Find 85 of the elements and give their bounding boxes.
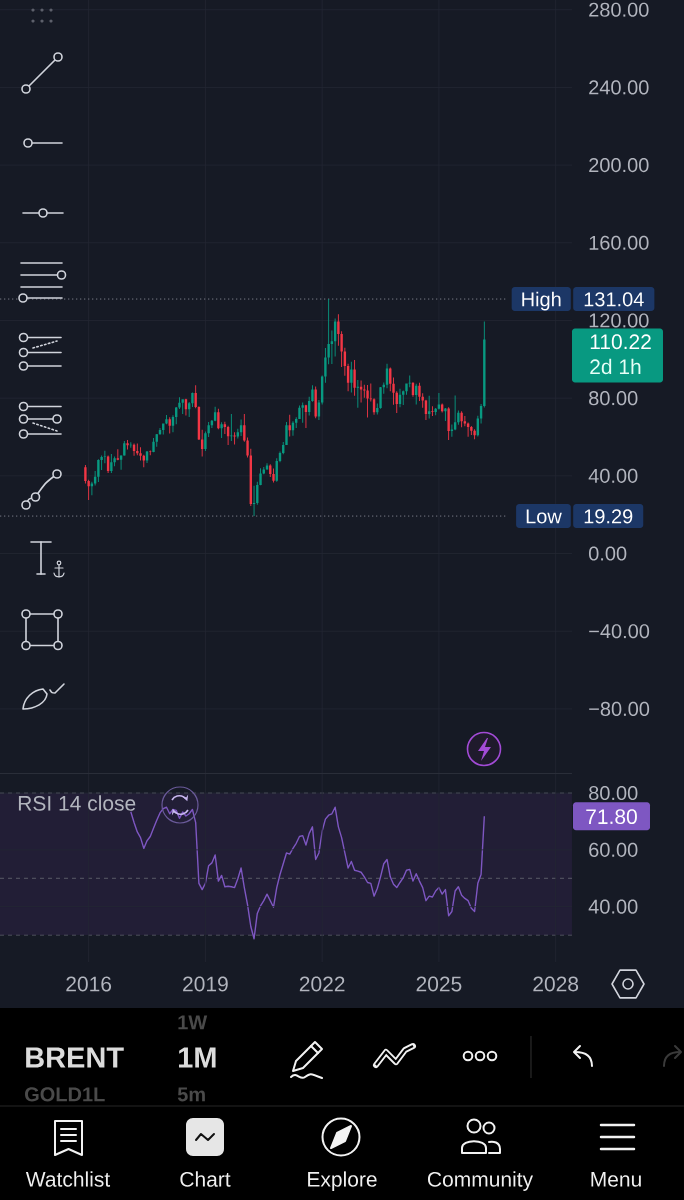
candlestick bbox=[431, 406, 434, 417]
candlestick bbox=[175, 406, 178, 425]
y-tick-label: −80.00 bbox=[589, 701, 650, 716]
y-tick-label: 240.00 bbox=[589, 80, 649, 95]
candlestick bbox=[116, 449, 120, 461]
x-tick-label: 2028 bbox=[533, 976, 579, 992]
candlestick bbox=[178, 397, 181, 410]
text: 110.22 bbox=[590, 334, 651, 350]
y-tick-label: 160.00 bbox=[589, 235, 649, 250]
candlestick bbox=[181, 399, 184, 415]
candlestick bbox=[353, 360, 356, 396]
candlestick bbox=[132, 443, 136, 456]
y-tick-label: 120.00 bbox=[589, 313, 649, 328]
candlestick bbox=[272, 468, 275, 483]
text: Watchlist bbox=[25, 1171, 111, 1187]
candlestick bbox=[356, 379, 360, 408]
candlestick bbox=[239, 419, 243, 437]
candlestick bbox=[366, 384, 369, 418]
candlestick bbox=[314, 386, 317, 419]
x-tick-label: 2016 bbox=[66, 976, 112, 992]
candlestick bbox=[223, 421, 227, 434]
x-tick-label: 2025 bbox=[416, 976, 462, 992]
candlestick bbox=[217, 408, 220, 430]
text: 19.29 bbox=[584, 509, 633, 524]
text: Community bbox=[427, 1171, 534, 1191]
candlestick bbox=[427, 395, 431, 419]
x-tick-label: 2022 bbox=[299, 976, 345, 992]
candlestick bbox=[447, 407, 450, 441]
candlestick bbox=[97, 459, 100, 483]
candlestick bbox=[129, 442, 133, 448]
text: 1W bbox=[178, 1015, 208, 1030]
candlestick bbox=[359, 380, 363, 403]
text: 5m bbox=[177, 1087, 205, 1102]
y-tick-label: 80.00 bbox=[589, 391, 638, 406]
candlestick bbox=[470, 425, 473, 436]
candlestick bbox=[152, 437, 155, 453]
candlestick bbox=[288, 414, 291, 437]
text: GOLD1L bbox=[25, 1087, 105, 1102]
candlestick bbox=[346, 363, 350, 392]
candlestick bbox=[473, 429, 476, 440]
candlestick bbox=[230, 413, 233, 441]
y-tick-label: 60.00 bbox=[589, 842, 638, 857]
candlestick bbox=[453, 395, 457, 431]
text: 131.04 bbox=[584, 292, 644, 307]
candlestick bbox=[119, 455, 123, 470]
candlestick bbox=[450, 424, 454, 437]
candlestick bbox=[126, 440, 129, 450]
candlestick bbox=[437, 393, 441, 410]
y-tick-label: 280.00 bbox=[589, 2, 649, 17]
candlestick bbox=[236, 428, 240, 439]
x-tick-label: 2019 bbox=[183, 976, 228, 992]
text: Chart bbox=[180, 1171, 231, 1187]
y-tick-label: 200.00 bbox=[589, 158, 649, 173]
candlestick bbox=[149, 450, 152, 456]
candlestick bbox=[460, 411, 463, 428]
candlestick bbox=[90, 481, 94, 496]
candlestick bbox=[304, 404, 308, 429]
text: RSI 14 close bbox=[18, 795, 136, 811]
candlestick bbox=[226, 425, 230, 445]
candlestick bbox=[262, 467, 265, 475]
text: Explore bbox=[308, 1171, 377, 1191]
text: BRENT bbox=[26, 1047, 124, 1068]
text: Menu bbox=[591, 1172, 641, 1187]
text: 71.80 bbox=[586, 809, 637, 825]
candlestick bbox=[123, 441, 126, 456]
candlestick bbox=[434, 407, 437, 416]
candlestick bbox=[233, 432, 236, 445]
candlestick bbox=[220, 422, 223, 438]
y-tick-label: 0.00 bbox=[588, 546, 627, 561]
candlestick bbox=[168, 417, 171, 434]
candlestick bbox=[301, 402, 304, 423]
candlestick bbox=[444, 407, 447, 421]
ref-line-label: Low bbox=[526, 509, 562, 524]
ref-line-label: High bbox=[522, 291, 561, 311]
text: 2d 1h bbox=[590, 358, 641, 375]
y-tick-label: −40.00 bbox=[589, 624, 650, 639]
y-tick-label: 40.00 bbox=[588, 899, 638, 914]
candlestick bbox=[466, 422, 470, 437]
candlestick bbox=[200, 429, 204, 457]
text: 1M bbox=[179, 1047, 216, 1068]
y-tick-label: 80.00 bbox=[589, 785, 638, 801]
y-tick-label: 40.00 bbox=[588, 468, 638, 483]
candlestick bbox=[252, 485, 256, 517]
candlestick bbox=[350, 361, 353, 393]
candlestick bbox=[110, 454, 113, 473]
